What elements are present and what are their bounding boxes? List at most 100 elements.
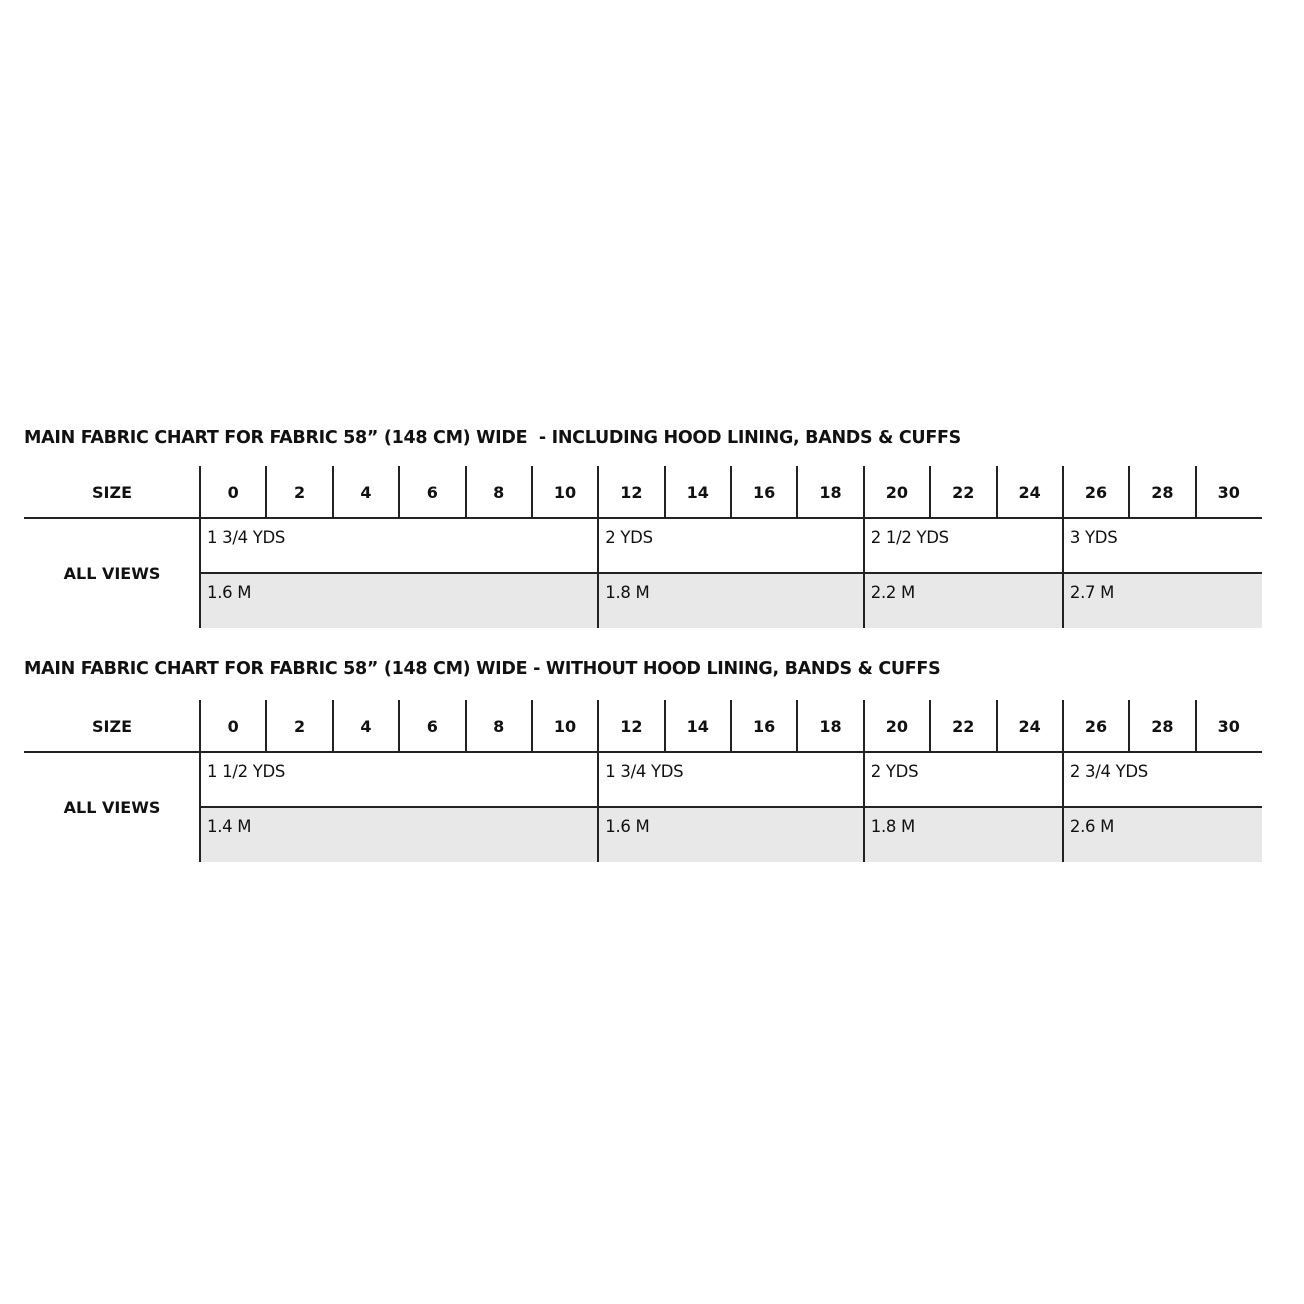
column-divider: [995, 466, 998, 518]
size-column-header: 24: [1018, 482, 1041, 502]
column-divider: [1194, 700, 1197, 752]
yardage-cell: 3 YDS: [1069, 528, 1118, 547]
size-header: SIZE: [91, 482, 132, 502]
header-divider: [24, 517, 1262, 519]
column-divider: [663, 466, 666, 518]
table-title: MAIN FABRIC CHART FOR FABRIC 58” (148 CM…: [24, 659, 941, 679]
meterage-cell: 1.6 M: [207, 583, 252, 602]
left-divider: [199, 700, 201, 862]
column-divider: [1128, 700, 1131, 752]
column-divider: [265, 700, 268, 752]
column-divider: [597, 700, 600, 752]
row-divider: [200, 572, 1262, 574]
column-divider: [862, 700, 865, 752]
yardage-cell: 1 3/4 YDS: [605, 762, 684, 781]
size-column-header: 6: [426, 716, 438, 736]
size-column-header: 10: [553, 482, 577, 502]
size-column-header: 0: [227, 716, 239, 736]
header-divider: [24, 751, 1262, 753]
size-column-header: 20: [885, 482, 909, 502]
column-divider: [929, 700, 932, 752]
column-divider: [995, 700, 998, 752]
yardage-cell: 1 3/4 YDS: [207, 528, 286, 547]
group-divider: [1061, 518, 1064, 628]
row-label: ALL VIEWS: [63, 563, 161, 583]
column-divider: [862, 466, 865, 518]
size-column-header: 28: [1151, 716, 1174, 736]
size-column-header: 26: [1084, 482, 1108, 502]
size-column-header: 30: [1217, 482, 1240, 502]
group-divider: [862, 518, 865, 628]
size-column-header: 4: [360, 482, 372, 502]
group-divider: [1061, 752, 1064, 862]
column-divider: [398, 466, 401, 518]
size-column-header: 20: [885, 716, 909, 736]
left-divider: [199, 466, 201, 628]
meters-row-bg: [200, 573, 1262, 628]
column-divider: [796, 466, 799, 518]
size-column-header: 22: [952, 482, 975, 502]
column-divider: [398, 700, 401, 752]
fabric-table: SIZE 0 2 4 6 8 10 12 14 16 18 20 22 24 26 28 30 ALL VIEWS…: [24, 700, 1262, 862]
size-column-header: 10: [553, 716, 577, 736]
column-divider: [597, 466, 600, 518]
meterage-cell: 2.6 M: [1069, 817, 1115, 836]
size-column-header: 18: [819, 716, 842, 736]
column-divider: [1194, 466, 1197, 518]
row-divider: [200, 806, 1262, 808]
fabric-table: SIZE 0 2 4 6 8 10 12 14 16 18 20 22 24 26 28 30 ALL VIEWS…: [24, 466, 1262, 628]
column-divider: [796, 700, 799, 752]
meterage-cell: 2.2 M: [870, 583, 916, 602]
yardage-cell: 2 YDS: [605, 528, 653, 547]
size-column-header: 8: [493, 716, 505, 736]
column-divider: [331, 466, 334, 518]
size-column-header: 24: [1018, 716, 1041, 736]
size-column-header: 2: [293, 482, 306, 502]
yardage-cell: 1 1/2 YDS: [207, 762, 286, 781]
size-column-header: 0: [227, 482, 239, 502]
meterage-cell: 1.8 M: [870, 817, 916, 836]
row-label: ALL VIEWS: [63, 797, 161, 817]
meterage-cell: 2.7 M: [1069, 583, 1115, 602]
size-column-header: 16: [753, 716, 776, 736]
size-header: SIZE: [91, 716, 132, 736]
size-column-header: 12: [620, 482, 643, 502]
column-divider: [530, 700, 533, 752]
column-divider: [1061, 700, 1064, 752]
size-column-header: 8: [493, 482, 505, 502]
size-column-header: 14: [686, 482, 709, 502]
column-divider: [265, 466, 268, 518]
size-column-header: 18: [819, 482, 842, 502]
column-divider: [730, 466, 732, 518]
column-divider: [663, 700, 666, 752]
meterage-cell: 1.8 M: [605, 583, 650, 602]
group-divider: [862, 752, 865, 862]
column-divider: [1128, 466, 1131, 518]
meterage-cell: 1.4 M: [207, 817, 252, 836]
size-column-header: 30: [1217, 716, 1240, 736]
column-divider: [530, 466, 533, 518]
column-divider: [730, 700, 732, 752]
group-divider: [597, 518, 600, 628]
size-column-header: 12: [620, 716, 643, 736]
column-divider: [331, 700, 334, 752]
meters-row-bg: [200, 807, 1262, 862]
column-divider: [929, 466, 932, 518]
group-divider: [597, 752, 600, 862]
size-column-header: 26: [1084, 716, 1108, 736]
size-column-header: 14: [686, 716, 709, 736]
size-column-header: 28: [1151, 482, 1174, 502]
column-divider: [1061, 466, 1064, 518]
yardage-cell: 2 1/2 YDS: [870, 528, 949, 547]
column-divider: [464, 700, 467, 752]
size-column-header: 4: [360, 716, 372, 736]
yardage-cell: 2 YDS: [870, 762, 919, 781]
yardage-cell: 2 3/4 YDS: [1069, 762, 1148, 781]
size-column-header: 22: [952, 716, 975, 736]
size-column-header: 2: [293, 716, 306, 736]
column-divider: [464, 466, 467, 518]
table-title: MAIN FABRIC CHART FOR FABRIC 58” (148 CM…: [24, 428, 961, 448]
meterage-cell: 1.6 M: [605, 817, 650, 836]
size-column-header: 6: [426, 482, 438, 502]
size-column-header: 16: [753, 482, 776, 502]
